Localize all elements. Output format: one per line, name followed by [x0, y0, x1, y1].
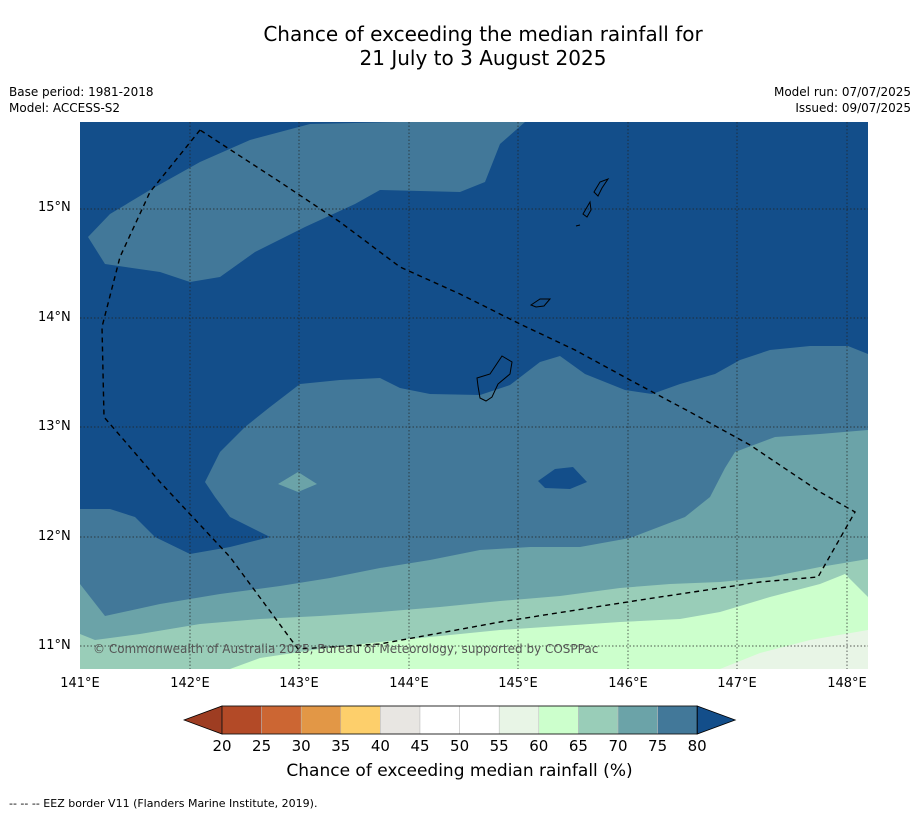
colorbar-cell-30-35: [300, 705, 342, 735]
lat-label-12n: 12°N: [38, 529, 71, 544]
rota-island: [529, 298, 552, 308]
title-line-2: 21 July to 3 August 2025: [359, 46, 607, 70]
colorbar-cells: [183, 705, 737, 735]
islands: [476, 177, 610, 402]
lon-label-141e: 141°E: [60, 676, 100, 691]
lon-label-148e: 148°E: [827, 676, 867, 691]
lon-label-142e: 142°E: [170, 676, 210, 691]
lat-label-14n: 14°N: [38, 310, 71, 325]
colorbar-cell-50-55: [459, 705, 500, 735]
colorbar-outline: [221, 705, 698, 735]
colorbar-cell-75-80: [657, 705, 698, 735]
band-50-55: [720, 630, 868, 669]
colorbar-cell-70-75: [617, 705, 658, 735]
colorbar: [183, 705, 737, 735]
lon-label-144e: 144°E: [389, 676, 429, 691]
colorbar-cell-35-40: [340, 705, 381, 735]
lat-label-15n: 15°N: [38, 200, 71, 215]
meta-right: Model run: 07/07/2025 Issued: 09/07/2025: [774, 84, 911, 116]
map-canvas: [80, 122, 868, 669]
colorbar-cell-55-60: [498, 705, 540, 735]
colorbar-extend-low: [183, 705, 223, 735]
colorbar-tick-70: 70: [608, 737, 628, 755]
lat-label-13n: 13°N: [38, 419, 71, 434]
colorbar-tick-80: 80: [687, 737, 707, 755]
guam-island: [476, 355, 513, 402]
colorbar-cell-45-50: [419, 705, 460, 735]
model-name: Model: ACCESS-S2: [9, 101, 121, 115]
band-70-75-north: [88, 122, 525, 282]
colorbar-cell-60-65: [538, 705, 579, 735]
colorbar-label: Chance of exceeding median rainfall (%): [286, 761, 633, 781]
meta-left: Base period: 1981-2018 Model: ACCESS-S2: [9, 84, 154, 116]
eez-border: [101, 129, 856, 650]
colorbar-tick-45: 45: [410, 737, 430, 755]
colorbar-tick-35: 35: [331, 737, 351, 755]
colorbar-tick-65: 65: [568, 737, 588, 755]
colorbar-tick-55: 55: [489, 737, 509, 755]
colorbar-tick-30: 30: [291, 737, 311, 755]
lon-label-146e: 146°E: [608, 676, 648, 691]
saipan-island: [593, 177, 610, 197]
lon-label-145e: 145°E: [498, 676, 538, 691]
base-period: Base period: 1981-2018: [9, 85, 154, 99]
colorbar-cell-25-30: [261, 705, 302, 735]
rainfall-map: [80, 122, 868, 669]
graticule: [80, 122, 868, 669]
colorbar-extend-high: [696, 705, 737, 735]
issued-date: Issued: 09/07/2025: [795, 101, 911, 115]
title-line-1: Chance of exceeding the median rainfall …: [263, 22, 703, 46]
colorbar-tick-25: 25: [252, 737, 272, 755]
colorbar-tick-20: 20: [212, 737, 232, 755]
colorbar-cell-20-25: [221, 705, 262, 735]
model-run: Model run: 07/07/2025: [773, 85, 911, 99]
lon-label-143e: 143°E: [279, 676, 319, 691]
band-55-60: [230, 574, 868, 669]
blob-65-70: [278, 472, 317, 492]
lat-label-11n: 11°N: [38, 638, 71, 653]
colorbar-cell-65-70: [578, 705, 619, 735]
colorbar-tick-40: 40: [370, 737, 390, 755]
blob-75-80: [538, 467, 587, 489]
colorbar-cell-40-45: [380, 705, 421, 735]
colorbar-tick-50: 50: [450, 737, 470, 755]
eez-footnote: -- -- -- EEZ border V11 (Flanders Marine…: [9, 797, 318, 810]
colorbar-tick-60: 60: [529, 737, 549, 755]
map-title: Chance of exceeding the median rainfall …: [0, 22, 919, 70]
aguijan-island: [575, 224, 581, 227]
lon-label-147e: 147°E: [717, 676, 757, 691]
copyright-notice: © Commonwealth of Australia 2025, Bureau…: [93, 642, 599, 656]
colorbar-tick-75: 75: [648, 737, 668, 755]
tinian-island: [582, 200, 592, 218]
